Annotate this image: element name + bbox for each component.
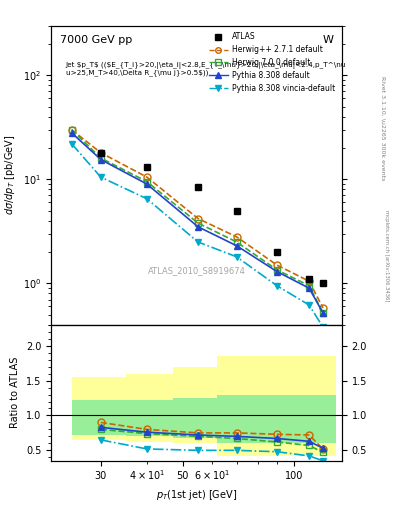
- Line: Pythia 8.308 default: Pythia 8.308 default: [68, 130, 327, 316]
- Pythia 8.308 default: [307, 285, 311, 291]
- Line: Herwig 7.0.0 default: Herwig 7.0.0 default: [68, 126, 327, 316]
- Line: ATLAS: ATLAS: [97, 150, 327, 287]
- ATLAS: [99, 150, 103, 156]
- Herwig++ 2.7.1 default: [307, 278, 311, 284]
- Herwig 7.0.0 default: [69, 126, 74, 133]
- Herwig++ 2.7.1 default: [99, 150, 103, 156]
- X-axis label: $p_T$(1st jet) [GeV]: $p_T$(1st jet) [GeV]: [156, 487, 237, 502]
- Pythia 8.308 default: [69, 130, 74, 136]
- Pythia 8.308 vincia-default: [275, 283, 279, 289]
- Herwig++ 2.7.1 default: [145, 174, 149, 180]
- Text: ATLAS_2010_S8919674: ATLAS_2010_S8919674: [147, 266, 246, 275]
- Pythia 8.308 vincia-default: [69, 141, 74, 147]
- Pythia 8.308 default: [99, 157, 103, 163]
- Legend: ATLAS, Herwig++ 2.7.1 default, Herwig 7.0.0 default, Pythia 8.308 default, Pythi: ATLAS, Herwig++ 2.7.1 default, Herwig 7.…: [206, 29, 338, 96]
- Line: Pythia 8.308 vincia-default: Pythia 8.308 vincia-default: [68, 140, 327, 331]
- Herwig++ 2.7.1 default: [69, 126, 74, 133]
- Herwig++ 2.7.1 default: [275, 262, 279, 268]
- Y-axis label: $d\sigma/dp_{T}$ [pb/GeV]: $d\sigma/dp_{T}$ [pb/GeV]: [4, 135, 17, 216]
- Herwig 7.0.0 default: [307, 283, 311, 289]
- Herwig 7.0.0 default: [234, 239, 239, 245]
- Herwig++ 2.7.1 default: [196, 216, 200, 222]
- Text: 7000 GeV pp: 7000 GeV pp: [60, 35, 132, 45]
- Herwig 7.0.0 default: [196, 220, 200, 226]
- Text: W: W: [322, 35, 333, 45]
- ATLAS: [275, 249, 279, 255]
- Y-axis label: Ratio to ATLAS: Ratio to ATLAS: [11, 357, 20, 429]
- Herwig 7.0.0 default: [99, 155, 103, 161]
- Text: mcplots.cern.ch [arXiv:1306.3436]: mcplots.cern.ch [arXiv:1306.3436]: [384, 210, 389, 302]
- Herwig 7.0.0 default: [145, 179, 149, 185]
- Pythia 8.308 vincia-default: [307, 302, 311, 308]
- Pythia 8.308 vincia-default: [99, 174, 103, 180]
- Pythia 8.308 vincia-default: [234, 254, 239, 260]
- Pythia 8.308 vincia-default: [196, 239, 200, 245]
- Herwig 7.0.0 default: [275, 267, 279, 273]
- Text: Jet $p_T$ (($E_{T_i}>20,|\eta_i|<2.8,E_{T_\mu}>20,|\eta_\mu|<2.4,p_T^\nu u>25,M_: Jet $p_T$ (($E_{T_i}>20,|\eta_i|<2.8,E_{…: [66, 61, 346, 76]
- Pythia 8.308 default: [145, 181, 149, 187]
- Herwig 7.0.0 default: [321, 310, 325, 316]
- ATLAS: [234, 207, 239, 214]
- Pythia 8.308 default: [196, 224, 200, 230]
- ATLAS: [321, 280, 325, 286]
- Herwig++ 2.7.1 default: [234, 234, 239, 240]
- ATLAS: [307, 276, 311, 282]
- ATLAS: [196, 184, 200, 190]
- Pythia 8.308 vincia-default: [321, 324, 325, 330]
- Herwig++ 2.7.1 default: [321, 305, 325, 311]
- Pythia 8.308 default: [321, 310, 325, 316]
- Pythia 8.308 default: [234, 243, 239, 249]
- Line: Herwig++ 2.7.1 default: Herwig++ 2.7.1 default: [68, 126, 327, 311]
- ATLAS: [145, 164, 149, 170]
- Pythia 8.308 vincia-default: [145, 196, 149, 202]
- Text: Rivet 3.1.10, \u2265 300k events: Rivet 3.1.10, \u2265 300k events: [380, 76, 385, 180]
- Pythia 8.308 default: [275, 268, 279, 274]
